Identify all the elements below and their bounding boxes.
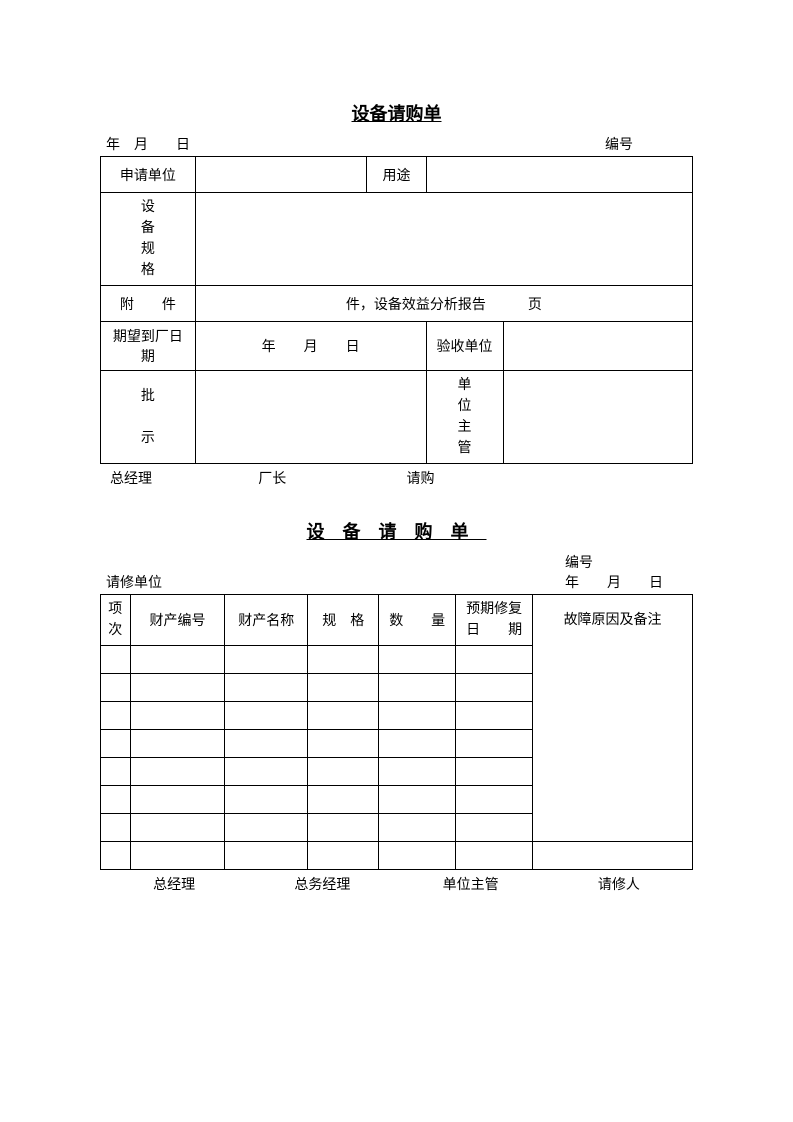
footer2-gm: 总经理: [100, 874, 248, 894]
approval-value[interactable]: [195, 371, 426, 464]
footer2-gam: 总务经理: [248, 874, 396, 894]
form1-table: 申请单位 用途 设 备 规 格 附 件 件，设备效益分析报告 页 期望到厂日期 …: [100, 156, 693, 464]
form2-date-label: 年 月 日: [565, 572, 663, 592]
spec-label: 设 备 规 格: [101, 193, 196, 286]
unit-head-label: 单 位 主 管: [426, 371, 503, 464]
form2-serial-label: 编号: [565, 552, 593, 572]
col-seq: 项 次: [101, 595, 131, 646]
purpose-label: 用途: [367, 157, 426, 193]
attachment-label: 附 件: [101, 286, 196, 322]
inspect-unit-label: 验收单位: [426, 322, 503, 371]
col-qty: 数 量: [379, 595, 456, 646]
footer2-repairer: 请修人: [545, 874, 693, 894]
expected-date-label: 期望到厂日期: [101, 322, 196, 371]
attachment-text: 件，设备效益分析报告 页: [195, 286, 692, 322]
form1-row1: 申请单位 用途: [101, 157, 693, 193]
footer-gm: 总经理: [100, 468, 248, 488]
footer-requester: 请购: [397, 468, 545, 488]
applicant-unit-value[interactable]: [195, 157, 367, 193]
purpose-value[interactable]: [426, 157, 692, 193]
form2-header: 请修单位 编号 年 月 日: [100, 552, 693, 592]
footer-factory: 厂长: [248, 468, 396, 488]
form1-footer: 总经理 厂长 请购: [100, 468, 693, 488]
form1-header: 年 月 日 编号: [100, 134, 693, 154]
col-spec: 规 格: [308, 595, 379, 646]
form1-row3: 附 件 件，设备效益分析报告 页: [101, 286, 693, 322]
form1-row2: 设 备 规 格: [101, 193, 693, 286]
col-asset-name: 财产名称: [225, 595, 308, 646]
form1-date-label: 年 月 日: [100, 134, 190, 154]
form1-row4: 期望到厂日期 年 月 日 验收单位: [101, 322, 693, 371]
form1-title: 设备请购单: [100, 100, 693, 126]
inspect-unit-value[interactable]: [503, 322, 692, 371]
form2-table: 项 次 财产编号 财产名称 规 格 数 量 预期修复 日 期 故障原因及备注: [100, 594, 693, 870]
form2-repair-unit: 请修单位: [100, 572, 162, 592]
form2-footer: 总经理 总务经理 单位主管 请修人: [100, 874, 693, 894]
approval-label: 批 示: [101, 371, 196, 464]
col-asset-no: 财产编号: [130, 595, 225, 646]
form1-serial-label: 编号: [605, 134, 693, 154]
unit-head-value[interactable]: [503, 371, 692, 464]
footer2-unit-head: 单位主管: [397, 874, 545, 894]
form2-header-row: 项 次 财产编号 财产名称 规 格 数 量 预期修复 日 期 故障原因及备注: [101, 595, 693, 646]
form1-row5: 批 示 单 位 主 管: [101, 371, 693, 464]
spec-value[interactable]: [195, 193, 692, 286]
col-expected: 预期修复 日 期: [456, 595, 533, 646]
col-remark: 故障原因及备注: [533, 595, 693, 842]
expected-date-value[interactable]: 年 月 日: [195, 322, 426, 371]
form2-title: 设备请购单: [100, 518, 693, 544]
applicant-unit-label: 申请单位: [101, 157, 196, 193]
table-row: [101, 842, 693, 870]
